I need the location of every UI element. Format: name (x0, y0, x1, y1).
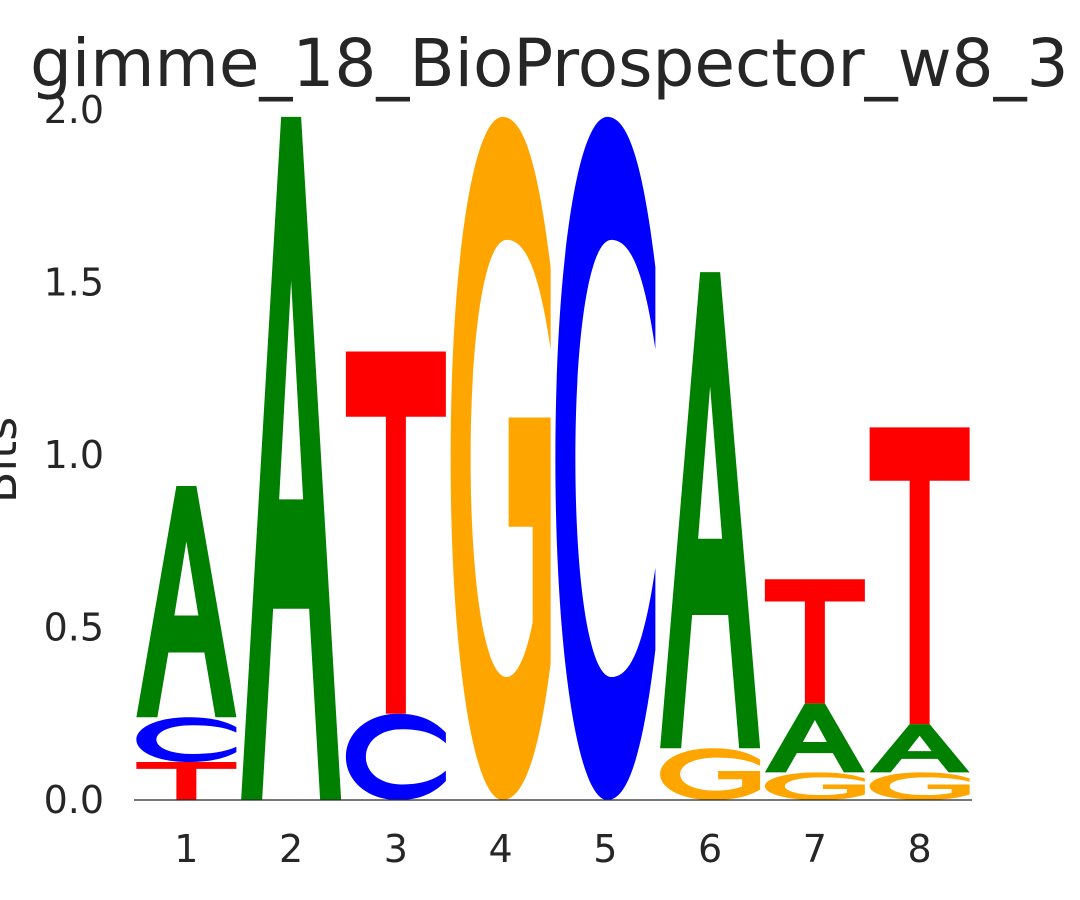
logo-letter-t (345, 351, 446, 714)
y-tick-label: 2.0 (44, 88, 104, 132)
logo-letter-a (241, 116, 342, 800)
x-tick-label: 4 (489, 827, 513, 871)
logo-letters (136, 116, 970, 800)
y-tick-label: 0.0 (44, 778, 104, 822)
x-tick-label: 8 (908, 827, 932, 871)
logo-letter-t (136, 762, 237, 800)
logo-letter-t (764, 579, 865, 704)
y-tick-label: 0.5 (44, 606, 104, 650)
logo-letter-g (764, 772, 865, 800)
x-tick-label: 2 (279, 827, 303, 871)
logo-letter-a (869, 724, 970, 773)
y-axis-ticks: 0.0 0.5 1.0 1.5 2.0 (44, 88, 104, 822)
logo-letter-g (450, 116, 551, 800)
logo-letter-t (869, 427, 970, 725)
x-tick-label: 1 (174, 827, 198, 871)
logo-letter-g (660, 748, 761, 800)
y-tick-label: 1.0 (44, 433, 104, 477)
logo-letter-g (869, 772, 970, 800)
y-axis-label: Bits (0, 417, 27, 503)
x-axis-ticks: 1 2 3 4 5 6 7 8 (174, 827, 931, 871)
logo-letter-c (345, 713, 446, 800)
logo-letter-a (660, 272, 761, 749)
x-tick-label: 3 (384, 827, 408, 871)
logo-letter-a (764, 703, 865, 773)
logo-letter-c (555, 116, 656, 800)
y-tick-label: 1.5 (44, 261, 104, 305)
chart-title: gimme_18_BioProspector_w8_3 (30, 25, 1069, 102)
logo-letter-c (136, 717, 237, 763)
x-tick-label: 5 (593, 827, 617, 871)
logo-letter-a (136, 486, 237, 718)
x-tick-label: 7 (803, 827, 827, 871)
x-tick-label: 6 (698, 827, 722, 871)
